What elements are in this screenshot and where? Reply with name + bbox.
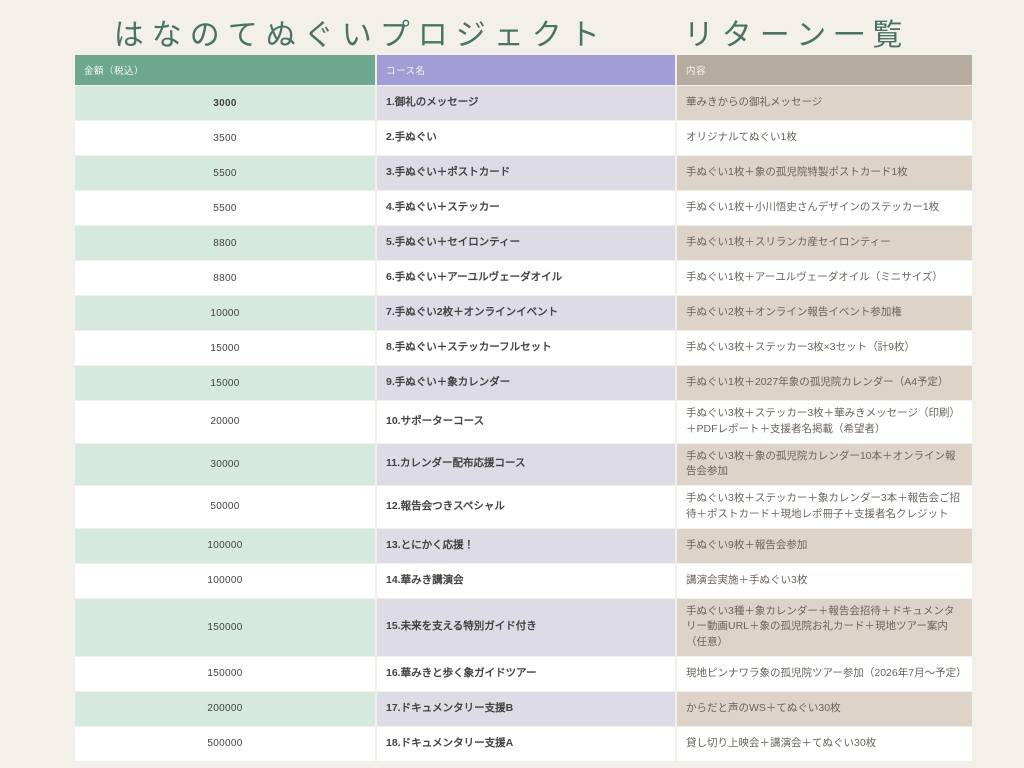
table-row: 20000 10.サポーターコース 手ぬぐい3枚＋ステッカー3枚＋華みきメッセー… bbox=[75, 401, 972, 443]
course-name-cell: 17.ドキュメンタリー支援B bbox=[377, 691, 675, 726]
course-name-cell: 13.とにかく応援！ bbox=[377, 528, 675, 563]
table-row: 15000 9.手ぬぐい＋象カレンダー 手ぬぐい1枚＋2027年象の孤児院カレン… bbox=[75, 366, 972, 400]
course-name-cell: 10.サポーターコース bbox=[377, 401, 675, 443]
table-body: 3000 1.御礼のメッセージ 華みきからの御礼メッセージ 3500 2.手ぬぐ… bbox=[75, 86, 972, 761]
course-name-cell: 11.カレンダー配布応援コース bbox=[377, 443, 675, 485]
description-cell: 貸し切り上映会＋講演会＋てぬぐい30枚 bbox=[677, 726, 972, 761]
amount-cell: 5500 bbox=[75, 191, 375, 225]
amount-cell: 150000 bbox=[75, 598, 375, 656]
course-name-cell: 4.手ぬぐい＋ステッカー bbox=[377, 191, 675, 225]
table-row: 100000 14.華みき講演会 講演会実施＋手ぬぐい3枚 bbox=[75, 563, 972, 598]
course-name-cell: 14.華みき講演会 bbox=[377, 563, 675, 598]
amount-cell: 15000 bbox=[75, 366, 375, 400]
description-cell: 手ぬぐい3枚＋象の孤児院カレンダー10本＋オンライン報告会参加 bbox=[677, 443, 972, 485]
table-row: 8800 5.手ぬぐい＋セイロンティー 手ぬぐい1枚＋スリランカ産セイロンティー bbox=[75, 226, 972, 260]
table-row: 15000 8.手ぬぐい＋ステッカーフルセット 手ぬぐい3枚＋ステッカー3枚×3… bbox=[75, 331, 972, 365]
description-cell: 現地ピンナワラ象の孤児院ツアー参加（2026年7月～予定） bbox=[677, 656, 972, 691]
amount-cell: 8800 bbox=[75, 261, 375, 295]
amount-cell: 15000 bbox=[75, 331, 375, 365]
table-row: 5500 3.手ぬぐい＋ポストカード 手ぬぐい1枚＋象の孤児院特製ポストカード1… bbox=[75, 156, 972, 190]
table-row: 5500 4.手ぬぐい＋ステッカー 手ぬぐい1枚＋小川悟史さんデザインのステッカ… bbox=[75, 191, 972, 225]
table-row: 150000 16.華みきと歩く象ガイドツアー 現地ピンナワラ象の孤児院ツアー参… bbox=[75, 656, 972, 691]
amount-cell: 100000 bbox=[75, 528, 375, 563]
description-cell: 手ぬぐい1枚＋小川悟史さんデザインのステッカー1枚 bbox=[677, 191, 972, 225]
amount-cell: 3000 bbox=[75, 86, 375, 120]
table-row: 30000 11.カレンダー配布応援コース 手ぬぐい3枚＋象の孤児院カレンダー1… bbox=[75, 443, 972, 485]
table-row: 150000 15.未来を支える特別ガイド付き 手ぬぐい3種＋象カレンダー＋報告… bbox=[75, 598, 972, 656]
description-cell: 手ぬぐい2枚＋オンライン報告イベント参加権 bbox=[677, 296, 972, 330]
column-header-amount: 金額（税込） bbox=[75, 55, 375, 85]
description-cell: 手ぬぐい3枚＋ステッカー3枚×3セット（計9枚） bbox=[677, 331, 972, 365]
page-title: はなのてぬぐいプロジェクト リターン一覧 bbox=[113, 18, 911, 53]
table-row: 3500 2.手ぬぐい オリジナルてぬぐい1枚 bbox=[75, 121, 972, 155]
course-name-cell: 15.未来を支える特別ガイド付き bbox=[377, 598, 675, 656]
description-cell: 手ぬぐい9枚＋報告会参加 bbox=[677, 528, 972, 563]
description-cell: 手ぬぐい1枚＋2027年象の孤児院カレンダー（A4予定） bbox=[677, 366, 972, 400]
amount-cell: 200000 bbox=[75, 691, 375, 726]
amount-cell: 3500 bbox=[75, 121, 375, 155]
amount-cell: 8800 bbox=[75, 226, 375, 260]
table-row: 10000 7.手ぬぐい2枚＋オンラインイベント 手ぬぐい2枚＋オンライン報告イ… bbox=[75, 296, 972, 330]
amount-cell: 500000 bbox=[75, 726, 375, 761]
course-name-cell: 2.手ぬぐい bbox=[377, 121, 675, 155]
course-name-cell: 18.ドキュメンタリー支援A bbox=[377, 726, 675, 761]
course-name-cell: 7.手ぬぐい2枚＋オンラインイベント bbox=[377, 296, 675, 330]
description-cell: からだと声のWS＋てぬぐい30枚 bbox=[677, 691, 972, 726]
course-name-cell: 16.華みきと歩く象ガイドツアー bbox=[377, 656, 675, 691]
amount-cell: 10000 bbox=[75, 296, 375, 330]
description-cell: 手ぬぐい1枚＋象の孤児院特製ポストカード1枚 bbox=[677, 156, 972, 190]
course-name-cell: 5.手ぬぐい＋セイロンティー bbox=[377, 226, 675, 260]
amount-cell: 150000 bbox=[75, 656, 375, 691]
table-row: 500000 18.ドキュメンタリー支援A 貸し切り上映会＋講演会＋てぬぐい30… bbox=[75, 726, 972, 761]
returns-table: 金額（税込） コース名 内容 3000 1.御礼のメッセージ 華みきからの御礼メ… bbox=[75, 55, 972, 762]
description-cell: 手ぬぐい1枚＋スリランカ産セイロンティー bbox=[677, 226, 972, 260]
amount-cell: 100000 bbox=[75, 563, 375, 598]
course-name-cell: 1.御礼のメッセージ bbox=[377, 86, 675, 120]
course-name-cell: 6.手ぬぐい＋アーユルヴェーダオイル bbox=[377, 261, 675, 295]
table-row: 100000 13.とにかく応援！ 手ぬぐい9枚＋報告会参加 bbox=[75, 528, 972, 563]
amount-cell: 5500 bbox=[75, 156, 375, 190]
table-header-row: 金額（税込） コース名 内容 bbox=[75, 55, 972, 85]
column-header-course: コース名 bbox=[377, 55, 675, 85]
table-row: 50000 12.報告会つきスペシャル 手ぬぐい3枚＋ステッカー＋象カレンダー3… bbox=[75, 486, 972, 528]
description-cell: 手ぬぐい1枚＋アーユルヴェーダオイル（ミニサイズ） bbox=[677, 261, 972, 295]
description-cell: 手ぬぐい3種＋象カレンダー＋報告会招待＋ドキュメンタリー動画URL＋象の孤児院お… bbox=[677, 598, 972, 656]
table-row: 200000 17.ドキュメンタリー支援B からだと声のWS＋てぬぐい30枚 bbox=[75, 691, 972, 726]
course-name-cell: 9.手ぬぐい＋象カレンダー bbox=[377, 366, 675, 400]
amount-cell: 50000 bbox=[75, 486, 375, 528]
course-name-cell: 8.手ぬぐい＋ステッカーフルセット bbox=[377, 331, 675, 365]
course-name-cell: 12.報告会つきスペシャル bbox=[377, 486, 675, 528]
table-row: 3000 1.御礼のメッセージ 華みきからの御礼メッセージ bbox=[75, 86, 972, 120]
description-cell: 華みきからの御礼メッセージ bbox=[677, 86, 972, 120]
description-cell: 講演会実施＋手ぬぐい3枚 bbox=[677, 563, 972, 598]
course-name-cell: 3.手ぬぐい＋ポストカード bbox=[377, 156, 675, 190]
table-row: 8800 6.手ぬぐい＋アーユルヴェーダオイル 手ぬぐい1枚＋アーユルヴェーダオ… bbox=[75, 261, 972, 295]
amount-cell: 20000 bbox=[75, 401, 375, 443]
amount-cell: 30000 bbox=[75, 443, 375, 485]
column-header-description: 内容 bbox=[677, 55, 972, 85]
description-cell: 手ぬぐい3枚＋ステッカー＋象カレンダー3本＋報告会ご招待＋ポストカード＋現地レポ… bbox=[677, 486, 972, 528]
description-cell: 手ぬぐい3枚＋ステッカー3枚＋華みきメッセージ（印刷）＋PDFレポート＋支援者名… bbox=[677, 401, 972, 443]
description-cell: オリジナルてぬぐい1枚 bbox=[677, 121, 972, 155]
